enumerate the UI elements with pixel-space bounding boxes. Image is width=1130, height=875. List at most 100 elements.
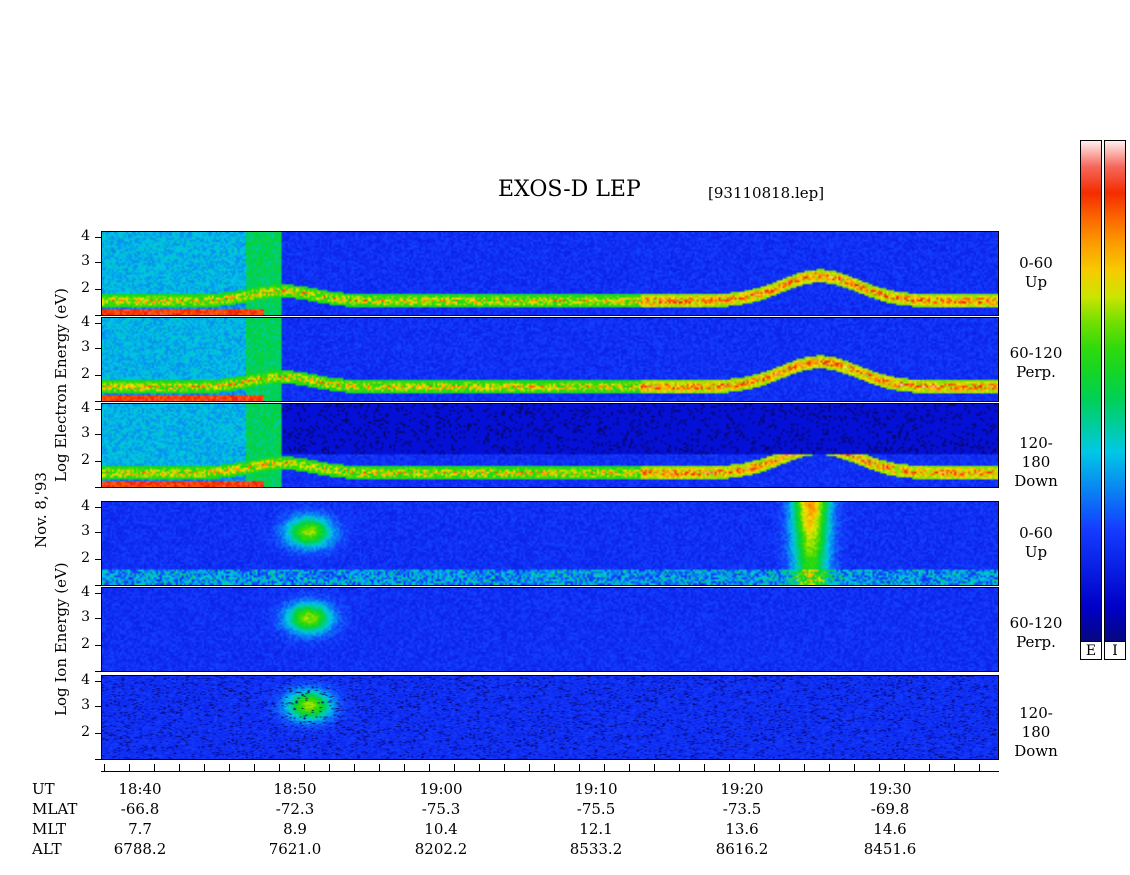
y-tick-label: 3 — [81, 609, 90, 625]
x-axis-value: 8451.6 — [863, 840, 917, 858]
spectrogram-electron-down — [101, 403, 999, 488]
y-tick-label: 3 — [81, 697, 90, 713]
y-tick-mark — [95, 348, 101, 349]
y-tick-mark — [95, 618, 101, 619]
x-tick-mark — [554, 764, 555, 772]
x-axis-line — [101, 771, 999, 772]
panel-label: 120-180 Down — [1006, 434, 1066, 491]
y-tick-label: 2 — [81, 280, 90, 296]
y-tick-label: 4 — [81, 228, 90, 244]
spectrogram-ion-down — [101, 675, 999, 760]
panel-range-label: 120-180 — [1019, 704, 1053, 741]
x-tick-mark — [504, 764, 505, 772]
x-tick-mark — [804, 764, 805, 772]
panel-direction-label: Up — [1024, 543, 1048, 561]
spectrogram-ion-perp — [101, 587, 999, 672]
y-tick-mark — [95, 487, 101, 488]
x-axis-value: 19:30 — [868, 780, 912, 798]
x-tick-mark — [904, 764, 905, 772]
y-tick-mark — [95, 671, 101, 672]
x-tick-mark — [529, 764, 530, 772]
x-axis-value: -72.3 — [275, 800, 315, 818]
y-tick-label: 4 — [81, 400, 90, 416]
panel-range-label: 60-120 — [1009, 614, 1063, 632]
y-tick-mark — [95, 585, 101, 586]
x-tick-mark — [179, 764, 180, 772]
panel-range-label: 60-120 — [1009, 344, 1063, 362]
x-tick-mark — [879, 764, 880, 772]
y-tick-mark — [95, 461, 101, 462]
x-tick-mark — [579, 764, 580, 772]
y-tick-label: 3 — [81, 253, 90, 269]
y-tick-mark — [95, 375, 101, 376]
panel-direction-label: Down — [1014, 742, 1058, 760]
y-tick-mark — [95, 593, 101, 594]
panel-label: 0-60 Up — [1006, 524, 1066, 562]
x-tick-mark — [654, 764, 655, 772]
x-tick-mark — [704, 764, 705, 772]
y-tick-label: 2 — [81, 366, 90, 382]
x-axis-value: 8616.2 — [715, 840, 769, 858]
x-tick-mark — [829, 764, 830, 772]
x-tick-mark — [229, 764, 230, 772]
x-row-name: MLAT — [32, 800, 78, 818]
x-tick-mark — [379, 764, 380, 772]
x-tick-mark — [204, 764, 205, 772]
x-axis-value: 19:00 — [419, 780, 463, 798]
panel-direction-label: Perp. — [1016, 633, 1056, 651]
x-axis-value: 7.7 — [128, 820, 152, 838]
y-tick-mark — [95, 323, 101, 324]
x-axis-value: -73.5 — [722, 800, 762, 818]
y-tick-mark — [95, 706, 101, 707]
date-label: Nov. 8,'93 — [32, 472, 50, 548]
x-axis-value: 7621.0 — [268, 840, 322, 858]
x-tick-mark — [154, 764, 155, 772]
x-axis-value: 14.6 — [873, 820, 907, 838]
x-axis-value: 13.6 — [725, 820, 759, 838]
x-tick-mark — [354, 764, 355, 772]
x-tick-mark — [854, 764, 855, 772]
panel-direction-label: Up — [1024, 273, 1048, 291]
y-tick-mark — [95, 262, 101, 263]
panel-range-label: 120-180 — [1019, 434, 1053, 471]
y-tick-mark — [95, 401, 101, 402]
x-row-name: ALT — [32, 840, 62, 858]
y-tick-mark — [95, 434, 101, 435]
y-tick-label: 2 — [81, 452, 90, 468]
x-tick-mark — [479, 764, 480, 772]
panel-label: 60-120 Perp. — [1006, 614, 1066, 652]
y-tick-label: 2 — [81, 724, 90, 740]
x-tick-mark — [129, 764, 130, 772]
x-tick-mark — [979, 764, 980, 772]
x-tick-mark — [404, 764, 405, 772]
y-tick-mark — [95, 645, 101, 646]
electron-axis-label: Log Electron Energy (eV) — [52, 288, 70, 482]
x-tick-mark — [104, 764, 105, 772]
panel-label: 60-120 Perp. — [1006, 344, 1066, 382]
colorbar-ion-label: I — [1104, 641, 1126, 660]
x-axis-value: 12.1 — [579, 820, 613, 838]
x-axis-value: 8202.2 — [414, 840, 468, 858]
y-tick-label: 3 — [81, 339, 90, 355]
x-axis-value: 19:10 — [574, 780, 618, 798]
x-tick-mark — [329, 764, 330, 772]
y-tick-label: 4 — [81, 672, 90, 688]
x-tick-mark — [604, 764, 605, 772]
x-axis-value: 10.4 — [424, 820, 458, 838]
x-tick-mark — [254, 764, 255, 772]
panel-label: 0-60 Up — [1006, 254, 1066, 292]
x-axis-value: 18:40 — [118, 780, 162, 798]
x-axis-value: 8.9 — [283, 820, 307, 838]
y-tick-mark — [95, 559, 101, 560]
spectrogram-electron-perp — [101, 317, 999, 402]
y-tick-label: 3 — [81, 523, 90, 539]
y-tick-label: 3 — [81, 425, 90, 441]
file-name: [93110818.lep] — [708, 184, 825, 202]
x-axis-value: -69.8 — [870, 800, 910, 818]
panel-direction-label: Perp. — [1016, 363, 1056, 381]
panel-range-label: 0-60 — [1019, 524, 1053, 542]
x-tick-mark — [454, 764, 455, 772]
y-tick-mark — [95, 289, 101, 290]
x-axis-value: 18:50 — [273, 780, 317, 798]
x-axis-value: -66.8 — [120, 800, 160, 818]
